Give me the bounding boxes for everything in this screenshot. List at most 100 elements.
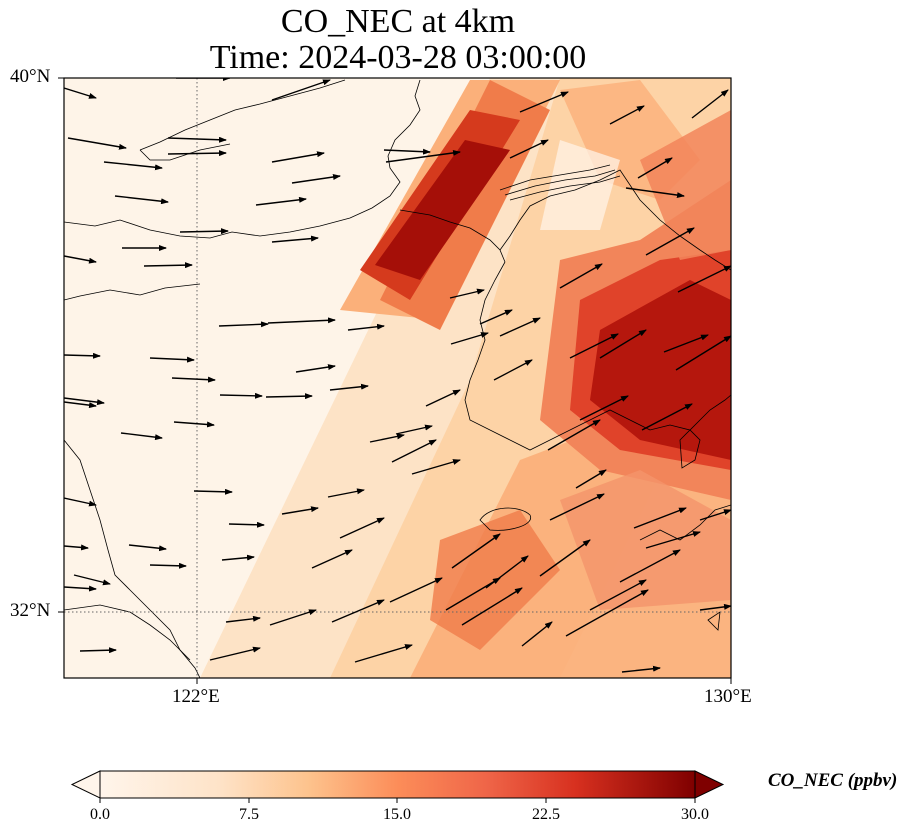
wind-arrow (179, 228, 229, 235)
wind-arrow (521, 621, 553, 647)
wind-arrow (171, 376, 216, 383)
lon-tick-130: 130°E (704, 686, 752, 707)
gridlines (64, 78, 731, 678)
wind-arrow (619, 549, 681, 583)
wind-arrow (579, 395, 629, 421)
wind-arrow (383, 148, 431, 155)
wind-arrow (221, 554, 255, 561)
wind-arrow (271, 151, 325, 163)
wind-arrow (609, 105, 645, 125)
wind-arrow (451, 533, 501, 569)
wind-arrow (225, 615, 261, 623)
wind-arrow (645, 227, 695, 256)
wind-arrow (699, 509, 731, 521)
wind-arrow (450, 332, 489, 345)
wind-arrow (228, 521, 265, 528)
wind-arrow (291, 174, 341, 184)
colorbar-tick-1: 7.5 (239, 806, 259, 823)
wind-arrow (218, 321, 269, 328)
wind-arrow (193, 488, 233, 495)
wind-arrow (385, 149, 461, 163)
wind-arrow (103, 161, 163, 171)
wind-arrow (271, 235, 319, 243)
wind-arrow (64, 585, 97, 592)
wind-arrow (369, 433, 405, 443)
wind-arrow (645, 531, 701, 549)
wind-arrow (269, 609, 317, 626)
wind-arrow (633, 507, 687, 529)
wind-arrow (691, 89, 729, 119)
lon-tick-122: 122°E (172, 686, 220, 707)
wind-arrow (67, 137, 127, 150)
map-frame (63, 77, 732, 679)
wind-arrow (539, 539, 591, 577)
wind-arrow (547, 419, 601, 451)
colorbar-title: CO_NEC (ppbv) (768, 770, 898, 791)
wind-arrow (73, 574, 111, 586)
wind-arrow (64, 544, 89, 551)
wind-arrow (167, 136, 227, 143)
colorbar-tick-3: 22.5 (532, 806, 560, 823)
wind-arrow (128, 544, 167, 552)
wind-arrow (389, 577, 443, 603)
wind-arrow (411, 459, 461, 475)
wind-arrow (559, 263, 603, 289)
concentration-field (64, 78, 731, 678)
wind-arrow (219, 392, 263, 399)
wind-arrow (64, 497, 97, 507)
wind-arrow (64, 255, 97, 264)
wind-arrow (167, 150, 227, 157)
lat-tick-32: 32°N (10, 600, 51, 621)
wind-arrow (485, 555, 529, 589)
wind-arrow (354, 644, 413, 663)
wind-arrow (311, 549, 353, 569)
colorbar-tick-0: 0.0 (90, 806, 110, 823)
wind-arrow (64, 397, 105, 406)
wind-arrow (281, 506, 319, 515)
wind-arrow (569, 333, 619, 359)
map-title-line1: CO_NEC at 4km (280, 3, 516, 40)
wind-arrow (339, 517, 385, 539)
wind-arrow (255, 196, 307, 206)
wind-arrow (295, 364, 336, 373)
wind-arrow (675, 335, 731, 371)
wind-arrow (641, 403, 693, 431)
wind-arrow (114, 195, 169, 205)
wind-arrow (663, 334, 709, 353)
colorbar-tick-4: 30.0 (681, 806, 709, 823)
wind-arrow (64, 352, 101, 359)
wind-arrow (120, 432, 163, 441)
wind-arrow (391, 439, 437, 463)
wind-arrow (509, 139, 549, 159)
wind-arrow (461, 587, 523, 626)
wind-arrow (565, 589, 649, 637)
wind-arrow (621, 665, 661, 673)
wind-arrow (143, 262, 193, 269)
wind-arrow (329, 383, 369, 391)
wind-arrow (271, 79, 331, 101)
wind-arrow (64, 401, 97, 409)
wind-arrow (575, 469, 607, 489)
wind-arrow (699, 603, 731, 611)
wind-arrow (331, 599, 385, 623)
wind-arrow (479, 309, 513, 325)
wind-arrow (327, 488, 365, 498)
wind-arrow (79, 647, 117, 654)
wind-arrow (589, 579, 647, 611)
coastlines (64, 79, 731, 678)
map-title-line2: Time: 2024-03-28 03:00:00 (209, 39, 587, 76)
wind-arrow (395, 424, 433, 435)
wind-arrow (425, 389, 461, 407)
colorbar (70, 770, 725, 803)
wind-arrow (499, 317, 541, 337)
wind-arrow (519, 91, 569, 113)
wind-arrow (149, 356, 195, 363)
wind-arrow (637, 157, 673, 179)
wind-arrow (209, 646, 261, 661)
wind-arrow (493, 359, 533, 381)
wind-arrow (64, 87, 97, 99)
wind-arrow (677, 265, 731, 293)
wind-arrow (625, 187, 685, 199)
wind-vectors (64, 78, 731, 673)
